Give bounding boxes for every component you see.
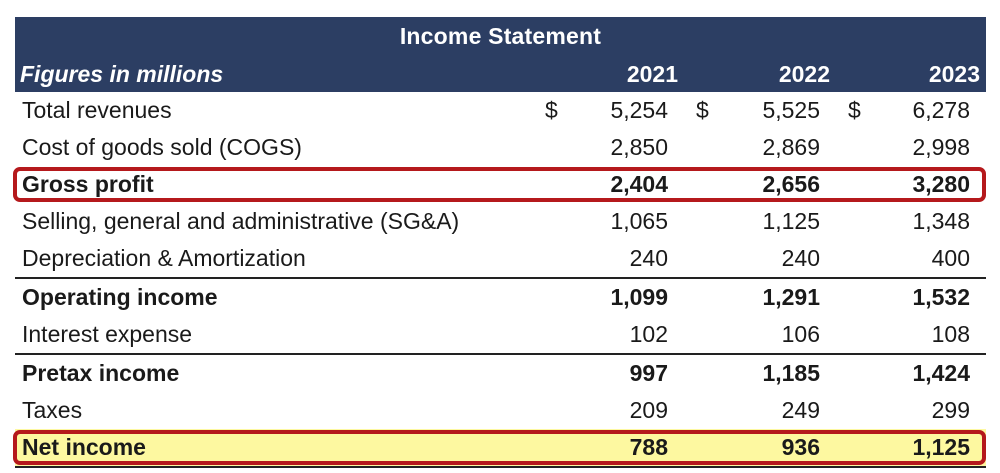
value-2022: 2,656 [762, 171, 820, 197]
table-header: Income Statement Figures in millions 202… [15, 17, 986, 92]
table-row-total-revenues: Total revenues $ 5,254 $ 5,525 $ 6,278 [15, 92, 986, 129]
value-2022: 1,291 [762, 284, 820, 310]
value-2021: 5,254 [610, 97, 668, 123]
value-2023: 3,280 [912, 171, 970, 197]
table-row-depreciation-amortization: Depreciation & Amortization 240 240 400 [15, 240, 986, 277]
value-2023: 1,424 [912, 360, 970, 386]
value-2021: 209 [629, 397, 668, 423]
bottom-rule [15, 466, 986, 468]
value-2022: 1,185 [762, 360, 820, 386]
value-2021: 102 [629, 321, 668, 347]
row-label: Net income [22, 434, 146, 460]
table-row-taxes: Taxes 209 249 299 [15, 392, 986, 429]
value-2021: 1,065 [610, 208, 668, 234]
value-2022: 240 [781, 245, 820, 271]
value-2021: 1,099 [610, 284, 668, 310]
row-label: Cost of goods sold (COGS) [22, 134, 302, 160]
value-2023: 400 [931, 245, 970, 271]
table-row-gross-profit: Gross profit 2,404 2,656 3,280 [13, 166, 986, 203]
value-2022: 2,869 [762, 134, 820, 160]
value-2022: 1,125 [762, 208, 820, 234]
value-2021: 788 [629, 434, 668, 460]
units-caption: Figures in millions [20, 61, 224, 87]
year-header-2022: 2022 [778, 61, 830, 87]
value-2023: 2,998 [912, 134, 970, 160]
table-row-sga: Selling, general and administrative (SG&… [15, 203, 986, 240]
row-label: Selling, general and administrative (SG&… [22, 208, 460, 234]
year-header-2021: 2021 [626, 61, 678, 87]
table-row-interest-expense: Interest expense 102 106 108 [15, 316, 986, 353]
row-label: Operating income [22, 284, 218, 310]
table-row-cogs: Cost of goods sold (COGS) 2,850 2,869 2,… [15, 129, 986, 166]
value-2022: 106 [781, 321, 820, 347]
value-2023: 1,532 [912, 284, 970, 310]
table-row-pretax-income: Pretax income 997 1,185 1,424 [15, 353, 986, 392]
year-header-2023: 2023 [928, 61, 980, 87]
table-title: Income Statement [399, 23, 602, 49]
highlight-box [13, 430, 986, 465]
value-2022: 249 [781, 397, 820, 423]
value-2021: 2,850 [610, 134, 668, 160]
row-label: Gross profit [22, 171, 154, 197]
value-2023: 1,125 [912, 434, 970, 460]
row-label: Pretax income [22, 360, 180, 386]
value-2023: 1,348 [912, 208, 970, 234]
currency-symbol: $ [696, 97, 709, 123]
row-label: Total revenues [22, 97, 172, 123]
value-2021: 2,404 [610, 171, 668, 197]
row-label: Depreciation & Amortization [22, 245, 306, 271]
value-2022: 936 [781, 434, 820, 460]
value-2021: 997 [629, 360, 668, 386]
value-2023: 6,278 [912, 97, 970, 123]
table-row-operating-income: Operating income 1,099 1,291 1,532 [15, 277, 986, 316]
income-statement-table: Income Statement Figures in millions 202… [13, 17, 986, 468]
value-2022: 5,525 [762, 97, 820, 123]
value-2021: 240 [629, 245, 668, 271]
currency-symbol: $ [545, 97, 558, 123]
table-row-net-income: Net income 788 936 1,125 [13, 429, 986, 468]
value-2023: 299 [931, 397, 970, 423]
row-label: Taxes [22, 397, 83, 423]
value-2023: 108 [931, 321, 970, 347]
currency-symbol: $ [848, 97, 861, 123]
row-label: Interest expense [22, 321, 193, 347]
highlight-box [13, 167, 986, 202]
